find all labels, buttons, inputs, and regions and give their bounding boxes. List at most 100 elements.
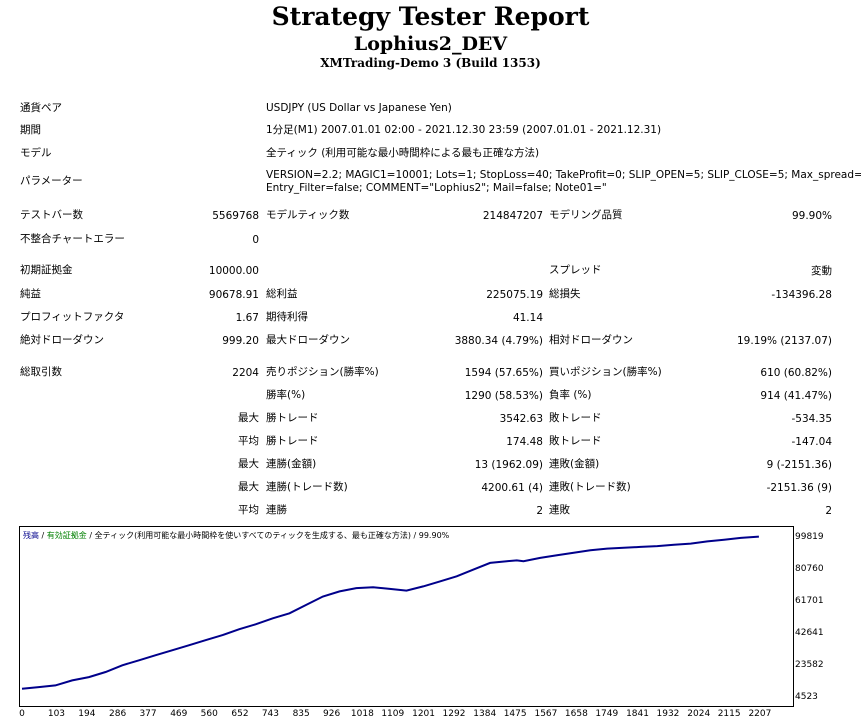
avg-label: 平均 — [238, 435, 259, 447]
max-label-3: 最大 — [238, 481, 259, 493]
rel-drawdown-value: 19.19% (2137.07) — [737, 335, 832, 347]
spread-value: 変動 — [811, 265, 832, 277]
long-positions-value: 610 (60.82%) — [760, 367, 832, 379]
gross-loss-value: -134396.28 — [771, 289, 832, 301]
x-tick-label: 103 — [47, 709, 66, 719]
quality-label: モデリング品質 — [549, 209, 623, 221]
cons-win-trades-value: 4200.61 (4) — [481, 482, 543, 494]
avg-cons-loss-value: 2 — [825, 505, 832, 517]
legend-quality: / 99.90% — [410, 531, 450, 540]
x-tick-label: 560 — [200, 709, 218, 719]
spread-label: スプレッド — [549, 264, 602, 276]
avg-win-label: 勝トレード — [266, 435, 319, 447]
x-tick-label: 1292 — [442, 709, 466, 719]
net-profit-label: 純益 — [20, 288, 41, 300]
quality-value: 99.90% — [791, 210, 832, 222]
symbol-label: 通貨ペア — [20, 102, 62, 114]
balance-line-0 — [21, 535, 759, 690]
short-positions-value: 1594 (57.65%) — [464, 367, 543, 379]
largest-loss-label: 敗トレード — [549, 412, 602, 424]
gross-loss-label: 総損失 — [549, 288, 581, 300]
largest-loss-value: -534.35 — [791, 413, 832, 425]
cons-loss-trades-label: 連敗(トレード数) — [549, 481, 631, 493]
deposit-label: 初期証拠金 — [20, 264, 73, 276]
y-tick-label: 23582 — [795, 660, 824, 670]
loss-rate-value: 914 (41.47%) — [760, 390, 832, 402]
max-label: 最大 — [238, 412, 259, 424]
avg-loss-value: -147.04 — [791, 436, 832, 448]
chart-legend: 残高 / 有効証拠金 / 全ティック(利用可能な最小時間枠を使いすべてのティック… — [23, 530, 449, 541]
legend-sep-1: / — [39, 531, 47, 540]
x-tick-label: 2115 — [717, 709, 741, 719]
y-tick-label: 4523 — [795, 692, 818, 702]
x-tick-label: 1841 — [626, 709, 649, 719]
bars-label: テストバー数 — [20, 209, 83, 221]
deposit-value: 10000.00 — [208, 265, 259, 277]
long-positions-label: 買いポジション(勝率%) — [549, 366, 662, 378]
x-tick-label: 1201 — [412, 709, 435, 719]
legend-sep-2: / — [86, 531, 95, 540]
params-line-2: Entry_Filter=false; COMMENT="Lophius2"; … — [266, 182, 607, 194]
y-tick-label: 42641 — [795, 628, 824, 638]
x-tick-label: 926 — [323, 709, 341, 719]
legend-equity: 有効証拠金 — [46, 531, 87, 540]
ea-name: Lophius2_DEV — [353, 33, 508, 55]
legend-model: 全ティック(利用可能な最小時間枠を使いすべてのティックを生成する、最も正確な方法… — [94, 531, 411, 540]
balance-chart-svg — [21, 535, 759, 690]
max-drawdown-label: 最大ドローダウン — [266, 334, 350, 346]
abs-drawdown-value: 999.20 — [222, 335, 259, 347]
avg-label-2: 平均 — [238, 504, 259, 516]
ticks-label: モデルティック数 — [266, 209, 350, 221]
avg-win-value: 174.48 — [506, 436, 543, 448]
cons-win-money-label: 連勝(金額) — [266, 458, 317, 470]
mismatch-value: 0 — [252, 234, 259, 246]
largest-win-label: 勝トレード — [266, 412, 319, 424]
avg-loss-label: 敗トレード — [549, 435, 602, 447]
avg-cons-win-value: 2 — [536, 505, 543, 517]
rel-drawdown-label: 相対ドローダウン — [549, 334, 633, 346]
params-label: パラメーター — [20, 175, 83, 187]
x-tick-label: 835 — [292, 709, 310, 719]
legend-balance: 残高 — [23, 531, 39, 540]
x-tick-label: 286 — [109, 709, 127, 719]
loss-rate-label: 負率 (%) — [549, 389, 592, 401]
cons-loss-money-label: 連敗(金額) — [549, 458, 600, 470]
net-profit-value: 90678.91 — [208, 289, 259, 301]
x-tick-label: 1109 — [381, 709, 405, 719]
mismatch-label: 不整合チャートエラー — [20, 233, 125, 245]
server-info: XMTrading-Demo 3 (Build 1353) — [320, 56, 541, 70]
x-tick-label: 1749 — [595, 709, 619, 719]
report-title: Strategy Tester Report — [271, 2, 590, 31]
y-tick-label: 61701 — [795, 596, 824, 606]
x-tick-label: 469 — [170, 709, 188, 719]
model-value: 全ティック (利用可能な最小時間枠による最も正確な方法) — [266, 147, 540, 159]
balance-chart: 残高 / 有効証拠金 / 全ティック(利用可能な最小時間枠を使いすべてのティック… — [19, 526, 794, 707]
avg-cons-win-label: 連勝 — [266, 504, 287, 516]
cons-loss-trades-value: -2151.36 (9) — [766, 482, 832, 494]
bars-value: 5569768 — [212, 210, 259, 222]
y-tick-label: 80760 — [795, 564, 824, 574]
short-positions-label: 売りポジション(勝率%) — [266, 366, 379, 378]
model-label: モデル — [20, 147, 52, 159]
avg-cons-loss-label: 連敗 — [549, 504, 570, 516]
symbol-value: USDJPY (US Dollar vs Japanese Yen) — [266, 102, 452, 114]
total-trades-label: 総取引数 — [20, 366, 62, 378]
x-tick-label: 652 — [231, 709, 249, 719]
abs-drawdown-label: 絶対ドローダウン — [20, 334, 104, 346]
x-tick-label: 194 — [78, 709, 96, 719]
profit-factor-label: プロフィットファクタ — [20, 311, 125, 323]
x-tick-label: 1018 — [350, 709, 374, 719]
expected-payoff-value: 41.14 — [512, 312, 543, 324]
max-drawdown-value: 3880.34 (4.79%) — [454, 335, 543, 347]
total-trades-value: 2204 — [232, 367, 259, 379]
x-tick-label: 0 — [19, 709, 25, 719]
params-line-1: VERSION=2.2; MAGIC1=10001; Lots=1; StopL… — [266, 169, 861, 181]
largest-win-value: 3542.63 — [499, 413, 543, 425]
cons-loss-money-value: 9 (-2151.36) — [766, 459, 832, 471]
x-tick-label: 377 — [139, 709, 157, 719]
x-tick-label: 2207 — [748, 709, 772, 719]
x-tick-label: 1567 — [534, 709, 558, 719]
ticks-value: 214847207 — [482, 210, 543, 222]
gross-profit-value: 225075.19 — [486, 289, 543, 301]
x-tick-label: 743 — [261, 709, 279, 719]
